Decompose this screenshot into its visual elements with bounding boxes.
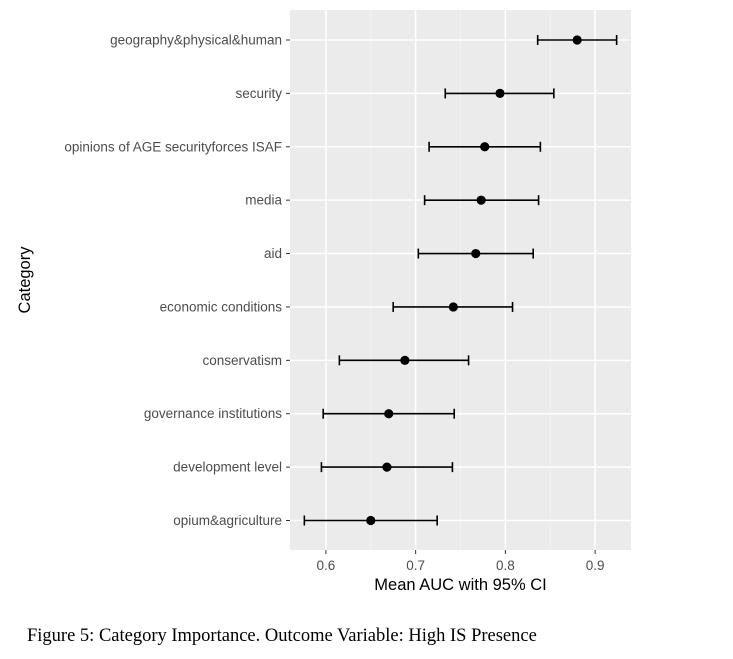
data-marks: [303, 35, 618, 526]
x-tick-label: 0.8: [496, 558, 515, 573]
y-tick-label: aid: [264, 246, 282, 261]
x-axis-title: Mean AUC with 95% CI: [374, 576, 546, 594]
y-tick-label: geography&physical&human: [110, 33, 282, 48]
mean-point: [476, 195, 486, 205]
x-tick-label: 0.9: [586, 558, 605, 573]
mean-point: [572, 35, 582, 45]
x-tick-label: 0.6: [317, 558, 336, 573]
y-tick-label: economic conditions: [160, 299, 283, 314]
y-tick-label: security: [235, 86, 282, 101]
mean-point: [480, 142, 490, 152]
mean-point: [384, 409, 394, 419]
mean-point: [400, 355, 410, 365]
mean-point: [471, 248, 481, 259]
mean-point: [495, 88, 505, 98]
mean-point: [448, 302, 458, 312]
y-tick-label: governance institutions: [144, 406, 282, 421]
minor-gridlines: [370, 10, 551, 550]
y-axis-title: Category: [16, 246, 34, 314]
mean-point: [366, 515, 376, 526]
y-tick-label: opium&agriculture: [173, 513, 282, 528]
y-tick-label: development level: [173, 460, 282, 475]
x-axis: 0.6 0.7 0.8 0.9: [317, 550, 605, 573]
y-tick-label: media: [245, 193, 282, 208]
y-tick-label: conservatism: [202, 353, 282, 368]
x-tick-label: 0.7: [406, 558, 425, 573]
y-tick-label: opinions of AGE securityforces ISAF: [64, 139, 282, 154]
figure-caption: Figure 5: Category Importance. Outcome V…: [27, 626, 537, 646]
mean-point: [382, 462, 392, 472]
y-axis: geography&physical&human security opinions…: [64, 33, 290, 528]
